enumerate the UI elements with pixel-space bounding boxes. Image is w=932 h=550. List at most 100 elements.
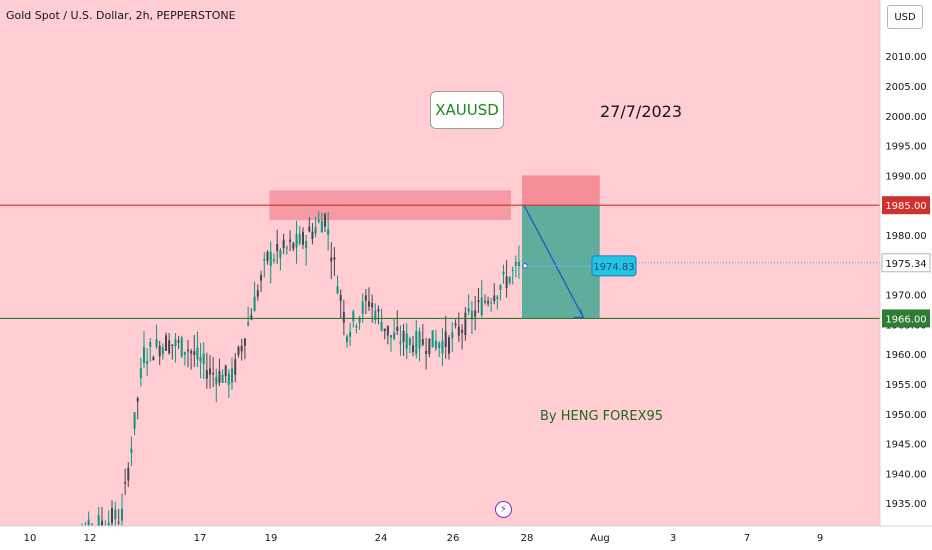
candle-body bbox=[457, 326, 460, 336]
candle-body bbox=[374, 310, 377, 321]
candle-body bbox=[117, 522, 120, 524]
candle-body bbox=[474, 310, 477, 317]
symbol-text-label: XAUUSD bbox=[430, 91, 504, 129]
y-tick-label: 1960.00 bbox=[885, 350, 926, 361]
symbol-title: Gold Spot / U.S. Dollar, 2h, PEPPERSTONE bbox=[6, 9, 236, 22]
candle-body bbox=[330, 257, 333, 262]
entry-price-text: 1974.83 bbox=[593, 262, 634, 273]
price-axis[interactable]: 1935.00 1940.00 1945.00 1950.00 1955.00 1960.… bbox=[879, 0, 932, 550]
candle-body bbox=[193, 351, 196, 356]
x-tick-label: 7 bbox=[744, 533, 750, 544]
candle-body bbox=[276, 243, 279, 252]
candle-body bbox=[517, 261, 520, 266]
currency-button[interactable]: USD bbox=[887, 5, 923, 29]
candle-body bbox=[396, 326, 399, 331]
candle-body bbox=[324, 214, 326, 227]
entry-price-box[interactable] bbox=[591, 255, 637, 277]
candle-body bbox=[253, 296, 256, 312]
candle-body bbox=[295, 234, 298, 248]
candle-body bbox=[320, 220, 323, 233]
candle-body bbox=[165, 335, 167, 351]
candle-body bbox=[155, 339, 158, 347]
stop-loss-zone[interactable] bbox=[522, 175, 600, 206]
candle-body bbox=[467, 307, 470, 312]
candle-body bbox=[305, 241, 308, 249]
candle-body bbox=[97, 515, 100, 531]
candle-body bbox=[143, 347, 145, 364]
candle-body bbox=[364, 295, 367, 301]
candle-body bbox=[180, 337, 183, 357]
candle-body bbox=[448, 337, 450, 354]
candle-body bbox=[511, 270, 514, 272]
candle-body bbox=[358, 317, 361, 323]
candle-body bbox=[408, 338, 411, 346]
lightning-icon[interactable]: ⚡ bbox=[495, 501, 512, 518]
candle-body bbox=[314, 226, 317, 234]
candle-body bbox=[399, 341, 402, 344]
candle-body bbox=[209, 368, 211, 375]
x-tick-label: 19 bbox=[265, 533, 278, 544]
candle-body bbox=[205, 370, 208, 379]
candle-body bbox=[149, 341, 152, 347]
support-price-text: 1966.00 bbox=[885, 314, 926, 325]
y-tick-label: 1980.00 bbox=[885, 231, 926, 242]
candle-body bbox=[327, 229, 330, 235]
candle-body bbox=[308, 226, 311, 232]
projection-arrow[interactable] bbox=[523, 204, 584, 318]
candle-body bbox=[368, 301, 370, 307]
candle-body bbox=[136, 398, 139, 402]
take-profit-zone[interactable] bbox=[522, 205, 600, 319]
candle-body bbox=[405, 333, 408, 349]
current-price-tag[interactable] bbox=[881, 253, 931, 273]
candle-body bbox=[493, 295, 496, 302]
candle-body bbox=[451, 332, 454, 339]
candle-body bbox=[256, 290, 259, 297]
candle-body bbox=[133, 412, 136, 429]
candle-body bbox=[499, 285, 502, 290]
date-note-text: 27/7/2023 bbox=[600, 102, 683, 121]
candle-body bbox=[496, 296, 499, 299]
candle-body bbox=[371, 302, 374, 308]
candle-body bbox=[183, 352, 186, 355]
candle-body bbox=[266, 251, 269, 261]
candle-body bbox=[285, 247, 288, 249]
x-tick-label: 3 bbox=[670, 533, 676, 544]
candle-body bbox=[121, 508, 123, 521]
resistance-price-text: 1985.00 bbox=[885, 201, 926, 212]
y-tick-label: 2005.00 bbox=[885, 82, 926, 93]
y-tick-label: 1995.00 bbox=[885, 142, 926, 153]
candle-body bbox=[187, 349, 189, 352]
candle-body bbox=[161, 347, 164, 355]
candle-body bbox=[361, 301, 364, 314]
candle-body bbox=[224, 365, 227, 376]
candle-body bbox=[215, 376, 218, 385]
candle-body bbox=[508, 277, 511, 283]
time-axis[interactable]: 10 12 17 19 24 26 28 Aug 3 7 9 bbox=[0, 525, 932, 550]
candle-body bbox=[250, 315, 253, 320]
candle-body bbox=[124, 481, 127, 484]
candle-body bbox=[339, 294, 342, 302]
candle-body bbox=[282, 239, 285, 249]
y-tick-label: 1950.00 bbox=[885, 410, 926, 421]
entry-point bbox=[522, 263, 528, 269]
x-tick-label: Aug bbox=[590, 533, 610, 544]
candle-body bbox=[431, 330, 434, 348]
support-price-tag[interactable] bbox=[882, 309, 930, 328]
candle-body bbox=[247, 322, 250, 325]
candle-body bbox=[212, 372, 215, 375]
candle-body bbox=[441, 340, 444, 354]
candle-body bbox=[418, 331, 421, 349]
candle-body bbox=[490, 302, 493, 304]
candle-body bbox=[101, 520, 103, 526]
candle-body bbox=[221, 374, 224, 383]
candle-body bbox=[237, 346, 240, 355]
candle-body bbox=[438, 342, 441, 349]
candle-body bbox=[336, 286, 339, 294]
candle-body bbox=[292, 243, 295, 249]
candle-body bbox=[260, 274, 263, 281]
candle-body bbox=[298, 233, 301, 244]
candle-body bbox=[302, 231, 304, 245]
candle-body bbox=[464, 312, 467, 336]
resistance-price-tag[interactable] bbox=[882, 196, 930, 215]
